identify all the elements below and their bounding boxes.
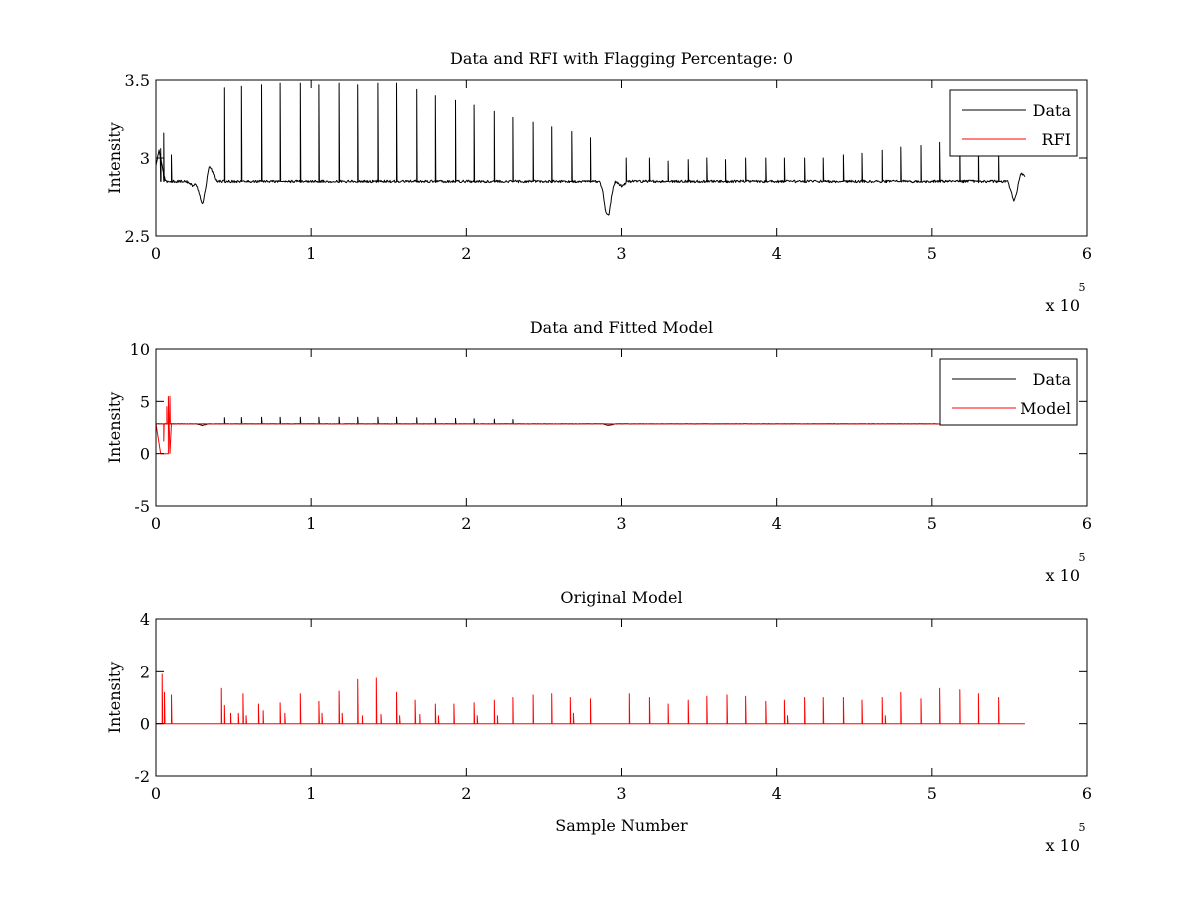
legend-label-model: Model <box>1020 399 1071 418</box>
x-axis-label: Sample Number <box>555 816 688 835</box>
series-line-model <box>156 395 1025 442</box>
y-tick-label: 2.5 <box>125 227 150 246</box>
x-tick-label: 0 <box>151 244 161 263</box>
series-line-model <box>156 673 1025 725</box>
chart-title: Data and RFI with Flagging Percentage: 0 <box>450 49 793 68</box>
panel-1: 0 1 2 3 4 5 6 2.5 3 3.5 Data and RFI with Flagging… <box>105 49 1092 315</box>
y-tick-label: 3.5 <box>125 71 150 90</box>
x-tick-label: 0 <box>151 514 161 533</box>
x-tick-label: 2 <box>461 784 471 803</box>
plot-area <box>156 349 1087 506</box>
x-tick-label: 4 <box>772 514 782 533</box>
x-tick-label: 3 <box>616 784 626 803</box>
x-multiplier-exponent: 5 <box>1079 551 1086 564</box>
x-tick-label: 5 <box>927 244 937 263</box>
legend-box <box>949 89 1078 157</box>
series-group <box>156 395 1025 455</box>
series-group <box>156 82 1026 216</box>
y-tick-label: 2 <box>140 662 150 681</box>
legend-label-data: Data <box>1033 101 1072 120</box>
x-multiplier-exponent: 5 <box>1079 281 1086 294</box>
x-tick-label: 3 <box>616 244 626 263</box>
series-line-data <box>156 82 1026 216</box>
y-axis-label: Intensity <box>105 662 124 734</box>
x-tick-label: 5 <box>927 514 937 533</box>
x-multiplier: x 10 <box>1046 566 1080 585</box>
x-multiplier: x 10 <box>1046 836 1080 855</box>
chart-title: Original Model <box>560 588 682 607</box>
x-tick-label: 4 <box>772 244 782 263</box>
y-tick-label: 0 <box>140 715 150 734</box>
y-axis-label: Intensity <box>105 122 124 194</box>
x-tick-label: 6 <box>1082 244 1092 263</box>
legend-label-data: Data <box>1033 370 1072 389</box>
x-tick-label: 2 <box>461 514 471 533</box>
x-tick-label: 6 <box>1082 784 1092 803</box>
y-tick-label: -5 <box>134 497 150 516</box>
plot-area <box>156 619 1087 776</box>
y-tick-label: -2 <box>134 767 150 786</box>
x-tick-label: 6 <box>1082 514 1092 533</box>
x-tick-label: 1 <box>306 514 316 533</box>
legend: Data Model <box>939 358 1078 426</box>
series-group <box>156 673 1025 725</box>
y-tick-label: 3 <box>140 149 150 168</box>
x-tick-label: 4 <box>772 784 782 803</box>
x-multiplier: x 10 <box>1046 296 1080 315</box>
x-tick-label: 3 <box>616 514 626 533</box>
y-axis-label: Intensity <box>105 392 124 464</box>
legend-label-rfi: RFI <box>1042 130 1071 149</box>
x-tick-label: 1 <box>306 784 316 803</box>
series-segment-model <box>156 396 172 455</box>
x-tick-label: 1 <box>306 244 316 263</box>
plot-area <box>156 80 1087 236</box>
x-multiplier-exponent: 5 <box>1079 821 1086 834</box>
chart-title: Data and Fitted Model <box>530 318 713 337</box>
x-tick-label: 2 <box>461 244 471 263</box>
y-tick-label: 10 <box>130 340 150 359</box>
legend: Data RFI <box>949 89 1078 157</box>
y-tick-label: 4 <box>140 610 150 629</box>
y-tick-label: 5 <box>140 392 150 411</box>
x-tick-label: 5 <box>927 784 937 803</box>
legend-box <box>939 358 1078 426</box>
y-tick-label: 0 <box>140 445 150 464</box>
x-tick-label: 0 <box>151 784 161 803</box>
